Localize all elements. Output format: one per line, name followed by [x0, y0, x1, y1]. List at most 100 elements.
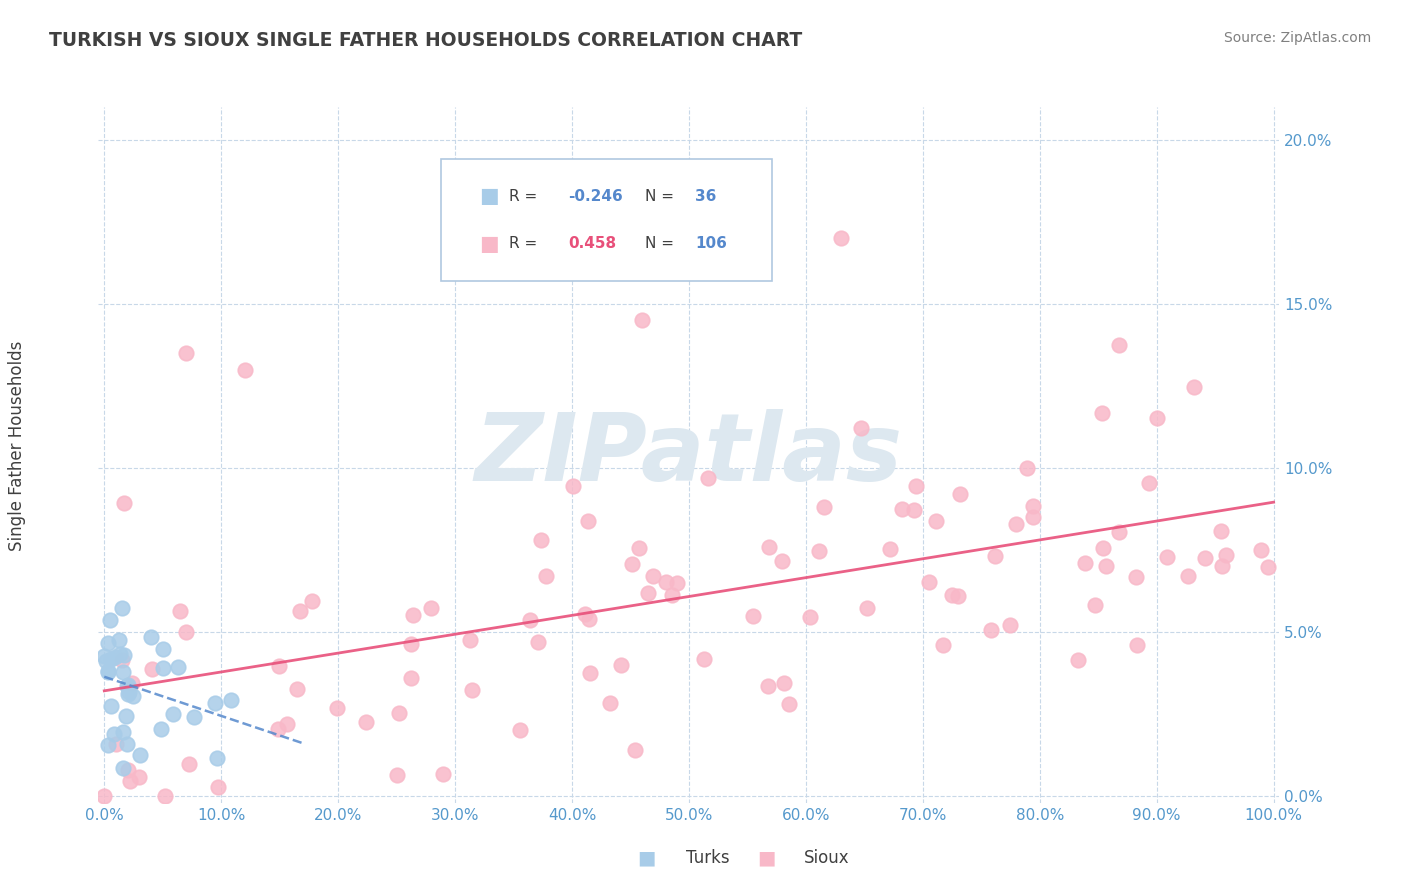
Point: [1022, 509, 1045, 524]
Point: [799, 610, 821, 624]
Point: [104, 650, 127, 665]
Point: [204, 696, 226, 710]
Point: [432, 767, 454, 781]
Point: [530, 533, 553, 547]
Point: [620, 557, 643, 571]
Text: ■: ■: [478, 186, 499, 206]
Point: [770, 554, 793, 568]
Point: [574, 607, 596, 621]
Point: [402, 607, 425, 622]
Point: [946, 589, 969, 603]
Point: [93, 789, 115, 804]
Point: [1074, 556, 1097, 570]
Text: ■: ■: [756, 848, 776, 868]
Point: [1125, 570, 1147, 584]
Point: [624, 742, 647, 756]
Point: [856, 601, 879, 615]
Text: 106: 106: [695, 236, 727, 252]
Point: [879, 541, 901, 556]
Point: [121, 676, 143, 690]
Point: [509, 723, 531, 738]
Point: [741, 608, 763, 623]
Point: [128, 770, 150, 784]
Point: [1215, 549, 1237, 563]
Point: [97, 664, 120, 678]
Point: [905, 478, 928, 492]
Point: [1257, 560, 1279, 574]
Point: [1022, 499, 1045, 513]
Point: [693, 652, 716, 666]
Point: [219, 693, 242, 707]
Point: [152, 661, 174, 675]
Text: N =: N =: [645, 236, 675, 252]
Point: [661, 587, 683, 601]
Point: [756, 679, 779, 693]
Point: [108, 647, 131, 661]
Point: [1177, 569, 1199, 583]
Point: [169, 604, 191, 618]
Point: [758, 541, 780, 555]
Point: [1084, 598, 1107, 612]
Point: [122, 689, 145, 703]
Point: [1126, 638, 1149, 652]
Point: [325, 700, 347, 714]
Point: [155, 789, 177, 804]
Text: Turks: Turks: [686, 849, 730, 867]
Point: [665, 576, 688, 591]
Point: [267, 722, 290, 736]
Point: [419, 600, 441, 615]
Point: [150, 722, 173, 736]
Point: [1108, 338, 1130, 352]
Point: [93, 648, 115, 663]
Point: [984, 549, 1007, 564]
Point: [118, 773, 141, 788]
Point: [287, 681, 309, 696]
Point: [851, 421, 873, 435]
Point: [778, 698, 800, 712]
Point: [111, 725, 134, 739]
Point: [1004, 517, 1026, 532]
Point: [610, 657, 633, 672]
Point: [627, 541, 650, 556]
Point: [399, 637, 422, 651]
Point: [117, 763, 139, 777]
Text: Single Father Households: Single Father Households: [8, 341, 25, 551]
Point: [115, 679, 138, 693]
Point: [288, 604, 311, 618]
Text: TURKISH VS SIOUX SINGLE FATHER HOUSEHOLDS CORRELATION CHART: TURKISH VS SIOUX SINGLE FATHER HOUSEHOLD…: [49, 31, 803, 50]
Point: [141, 662, 163, 676]
Point: [941, 588, 963, 602]
Point: [174, 346, 197, 360]
Point: [813, 500, 835, 514]
Point: [1091, 406, 1114, 420]
Point: [561, 479, 583, 493]
Point: [1017, 461, 1039, 475]
Text: ■: ■: [637, 848, 657, 868]
Point: [696, 471, 718, 485]
Point: [205, 750, 228, 764]
Point: [891, 501, 914, 516]
Point: [399, 671, 422, 685]
Point: [115, 708, 138, 723]
Point: [103, 727, 125, 741]
Point: [167, 659, 190, 673]
Point: [579, 666, 602, 681]
Point: [108, 632, 131, 647]
Point: [1146, 411, 1168, 425]
Point: [949, 487, 972, 501]
Point: [269, 658, 291, 673]
Point: [458, 633, 481, 648]
Text: -0.246: -0.246: [568, 189, 623, 204]
Point: [152, 641, 174, 656]
Point: [599, 696, 621, 710]
Point: [1211, 559, 1233, 574]
Point: [388, 706, 411, 720]
Point: [980, 623, 1002, 637]
Text: N =: N =: [645, 189, 675, 204]
Text: 0.458: 0.458: [568, 236, 617, 252]
Point: [385, 768, 408, 782]
Point: [1108, 524, 1130, 539]
Point: [527, 635, 550, 649]
Text: Sioux: Sioux: [804, 849, 849, 867]
Point: [1209, 524, 1232, 538]
